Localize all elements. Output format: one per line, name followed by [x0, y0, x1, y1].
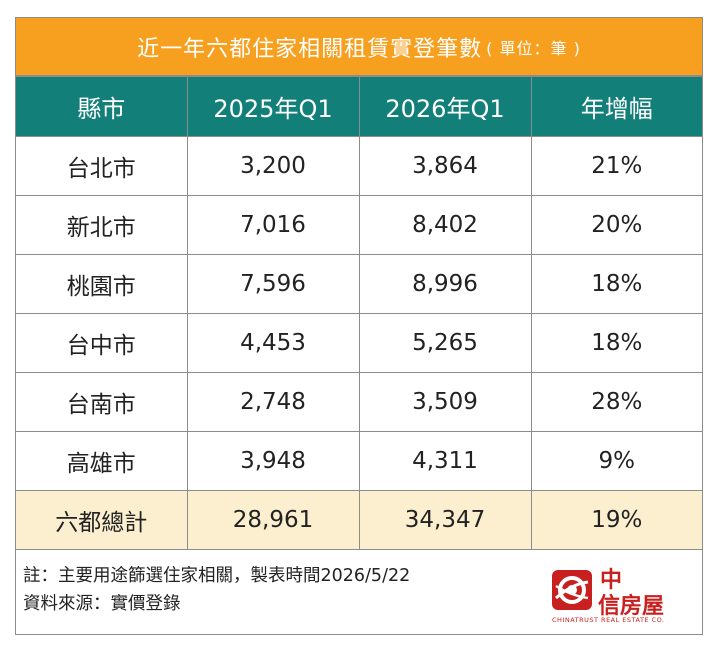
- table-title: 近一年六都住家相關租賃實登筆數 ( 單位：筆 ): [16, 18, 702, 76]
- total-label: 六都總計: [16, 490, 188, 550]
- footer-note: 註：主要用途篩選住家相關，製表時間2026/5/22: [23, 566, 411, 586]
- header-growth: 年增幅: [530, 76, 702, 137]
- header-2025q1: 2025年Q1: [186, 76, 360, 137]
- cell-2025q1: 2,748: [186, 372, 360, 432]
- rental-table: 縣市 2025年Q1 2026年Q1 年增幅 台北市 3,200 3,864 2…: [16, 76, 702, 550]
- cell-growth: 21%: [530, 136, 702, 196]
- cell-city: 桃園市: [16, 254, 188, 314]
- title-unit: ( 單位：筆 ): [486, 38, 581, 58]
- total-row: 六都總計 28,961 34,347 19%: [16, 490, 702, 550]
- cell-growth: 28%: [530, 372, 702, 432]
- table-row: 新北市 7,016 8,402 20%: [16, 195, 702, 255]
- cell-city: 台北市: [16, 136, 188, 196]
- cell-2025q1: 3,948: [186, 431, 360, 491]
- header-row: 縣市 2025年Q1 2026年Q1 年增幅: [16, 76, 702, 137]
- footer-notes: 註：主要用途篩選住家相關，製表時間2026/5/22 資料來源：實價登錄: [23, 562, 410, 618]
- cell-2025q1: 7,016: [186, 195, 360, 255]
- table-row: 台北市 3,200 3,864 21%: [16, 136, 702, 196]
- total-2025q1: 28,961: [186, 490, 360, 550]
- logo-text-line1: 中: [600, 568, 623, 593]
- total-2026q1: 34,347: [358, 490, 532, 550]
- cell-city: 台南市: [16, 372, 188, 432]
- logo-english: CHINATRUST REAL ESTATE CO.: [552, 616, 665, 624]
- cell-2026q1: 3,509: [358, 372, 532, 432]
- table-row: 台南市 2,748 3,509 28%: [16, 372, 702, 432]
- table-card: 近一年六都住家相關租賃實登筆數 ( 單位：筆 ) 縣市 2025年Q1 2026…: [15, 17, 703, 635]
- footer: 註：主要用途篩選住家相關，製表時間2026/5/22 資料來源：實價登錄 中 信…: [16, 548, 702, 634]
- cell-2026q1: 5,265: [358, 313, 532, 373]
- cell-2026q1: 8,402: [358, 195, 532, 255]
- cell-2025q1: 3,200: [186, 136, 360, 196]
- table-row: 高雄市 3,948 4,311 9%: [16, 431, 702, 491]
- table-row: 台中市 4,453 5,265 18%: [16, 313, 702, 373]
- cell-2026q1: 4,311: [358, 431, 532, 491]
- footer-source: 資料來源：實價登錄: [23, 594, 181, 614]
- title-main: 近一年六都住家相關租賃實登筆數: [137, 36, 483, 62]
- header-city: 縣市: [16, 76, 188, 137]
- cell-2026q1: 3,864: [358, 136, 532, 196]
- logo-text-line2: 信房屋: [598, 594, 665, 619]
- cell-city: 高雄市: [16, 431, 188, 491]
- header-2026q1: 2026年Q1: [358, 76, 532, 137]
- cell-city: 台中市: [16, 313, 188, 373]
- cell-growth: 18%: [530, 313, 702, 373]
- table-row: 桃園市 7,596 8,996 18%: [16, 254, 702, 314]
- cell-2025q1: 7,596: [186, 254, 360, 314]
- cell-growth: 18%: [530, 254, 702, 314]
- cell-growth: 20%: [530, 195, 702, 255]
- cell-growth: 9%: [530, 431, 702, 491]
- cell-2026q1: 8,996: [358, 254, 532, 314]
- logo-mark-icon: [552, 570, 592, 610]
- chinatrust-logo: 中 信房屋 CHINATRUST REAL ESTATE CO.: [548, 562, 698, 628]
- total-growth: 19%: [530, 490, 702, 550]
- cell-2025q1: 4,453: [186, 313, 360, 373]
- cell-city: 新北市: [16, 195, 188, 255]
